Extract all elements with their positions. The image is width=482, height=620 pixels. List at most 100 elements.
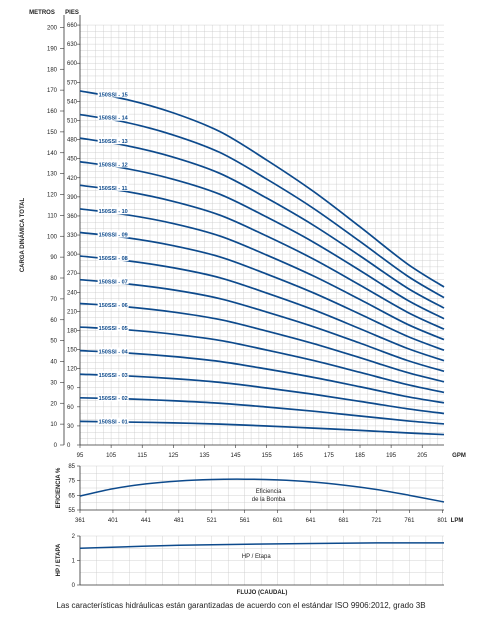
meters-tick-label: 200 [47,26,58,32]
feet-tick-label: 330 [67,233,78,239]
lpm-tick-label: 801 [437,518,448,524]
curve-label: 150SSI - 05 [99,326,128,332]
curve-label: 150SSI - 12 [99,162,128,168]
curve-label-bg [97,90,129,98]
pump-curve [79,302,445,383]
meters-tick-label: 190 [47,46,58,52]
meters-tick-label: 30 [50,380,57,386]
hp-tick-label: 0 [72,583,76,589]
gpm-tick-label: 165 [293,453,304,459]
curve-label-bg [97,253,129,261]
meters-tick-label: 130 [47,172,58,178]
meters-tick-label: 40 [50,360,57,366]
pump-curve [79,160,445,320]
lpm-tick-label: 361 [75,518,86,524]
efficiency-note-line2: de la Bomba [252,497,286,503]
curve-label: 150SSI - 09 [99,233,128,239]
feet-tick-label: 120 [67,367,78,373]
feet-tick-label: 450 [67,157,78,163]
pump-curve [79,231,445,352]
curve-label-bg [97,394,129,402]
pump-curve [79,255,445,362]
curve-label-bg [97,113,129,121]
feet-tick-label: 570 [67,80,78,86]
lpm-tick-label: 521 [207,518,218,524]
curve-label-bg [97,160,129,168]
pump-curve [79,208,445,341]
curve-label: 150SSI - 11 [99,186,128,192]
eff-tick-label: 55 [68,508,75,514]
curve-label: 150SSI - 02 [99,396,128,402]
feet-tick-label: 660 [67,23,78,29]
eff-tick-label: 65 [68,493,75,499]
meters-tick-label: 10 [50,422,57,428]
hp-y-title: HP / ETAPA [56,543,62,576]
gpm-unit-label: GPM [452,453,466,459]
feet-tick-label: 210 [67,309,78,315]
feet-tick-label: 360 [67,214,78,220]
feet-tick-label: 480 [67,138,78,144]
curve-label-bg [97,300,129,308]
curve-label: 150SSI - 06 [99,303,128,309]
meters-tick-label: 160 [47,109,58,115]
meters-tick-label: 170 [47,88,58,94]
pump-curve [79,90,445,288]
meters-tick-label: 140 [47,151,58,157]
meters-header: METROS [29,10,55,16]
feet-tick-label: 30 [67,424,74,430]
meters-tick-label: 60 [50,318,57,324]
hp-tick-label: 2 [72,534,76,540]
meters-tick-label: 0 [54,443,58,449]
lpm-tick-label: 681 [339,518,350,524]
feet-tick-label: 240 [67,290,78,296]
flow-axis-title: FLUJO (CAUDAL) [237,590,288,596]
gpm-tick-label: 185 [355,453,366,459]
lpm-tick-label: 761 [404,518,415,524]
feet-tick-label: 390 [67,195,78,201]
feet-tick-label: 60 [67,405,74,411]
feet-tick-label: 420 [67,176,78,182]
feet-tick-label: 510 [67,119,78,125]
feet-tick-label: 630 [67,42,78,48]
curve-label: 150SSI - 10 [99,209,128,215]
curve-label: 150SSI - 01 [99,420,128,426]
feet-tick-label: 0 [67,443,71,449]
pump-curve [79,326,445,394]
gpm-tick-label: 105 [106,453,117,459]
gpm-tick-label: 95 [77,453,84,459]
curve-label: 150SSI - 15 [99,92,128,98]
curve-label-bg [97,370,129,378]
eff-tick-label: 85 [68,464,75,470]
feet-tick-label: 600 [67,61,78,67]
curve-label-bg [97,183,129,191]
y-axis-title: CARGA DINÁMICA TOTAL [19,198,26,273]
curve-label: 150SSI - 08 [99,256,128,262]
feet-tick-label: 270 [67,271,78,277]
feet-tick-label: 90 [67,386,74,392]
lpm-unit-label: LPM [451,518,464,524]
pump-curve [79,137,445,309]
pump-curve [79,184,445,330]
pump-curve [79,113,445,299]
gpm-tick-label: 195 [386,453,397,459]
feet-tick-label: 540 [67,99,78,105]
pump-curve [79,278,445,373]
meters-tick-label: 110 [47,213,57,219]
hp-tick-label: 1 [72,559,76,565]
gpm-tick-label: 115 [137,453,147,459]
curve-label-bg [97,324,129,332]
gpm-tick-label: 145 [231,453,242,459]
curve-label-bg [97,230,129,238]
meters-tick-label: 90 [50,255,57,261]
curve-label-bg [97,137,129,145]
curve-label-bg [97,347,129,355]
feet-header: PIES [65,10,79,16]
gpm-tick-label: 135 [199,453,210,459]
hp-note: HP / Etapa [242,554,272,560]
gpm-tick-label: 155 [262,453,273,459]
gpm-tick-label: 175 [324,453,335,459]
lpm-tick-label: 601 [273,518,284,524]
eff-y-title: EFICIENCIA % [56,467,62,508]
lpm-tick-label: 401 [108,518,119,524]
curve-label: 150SSI - 14 [99,116,129,122]
